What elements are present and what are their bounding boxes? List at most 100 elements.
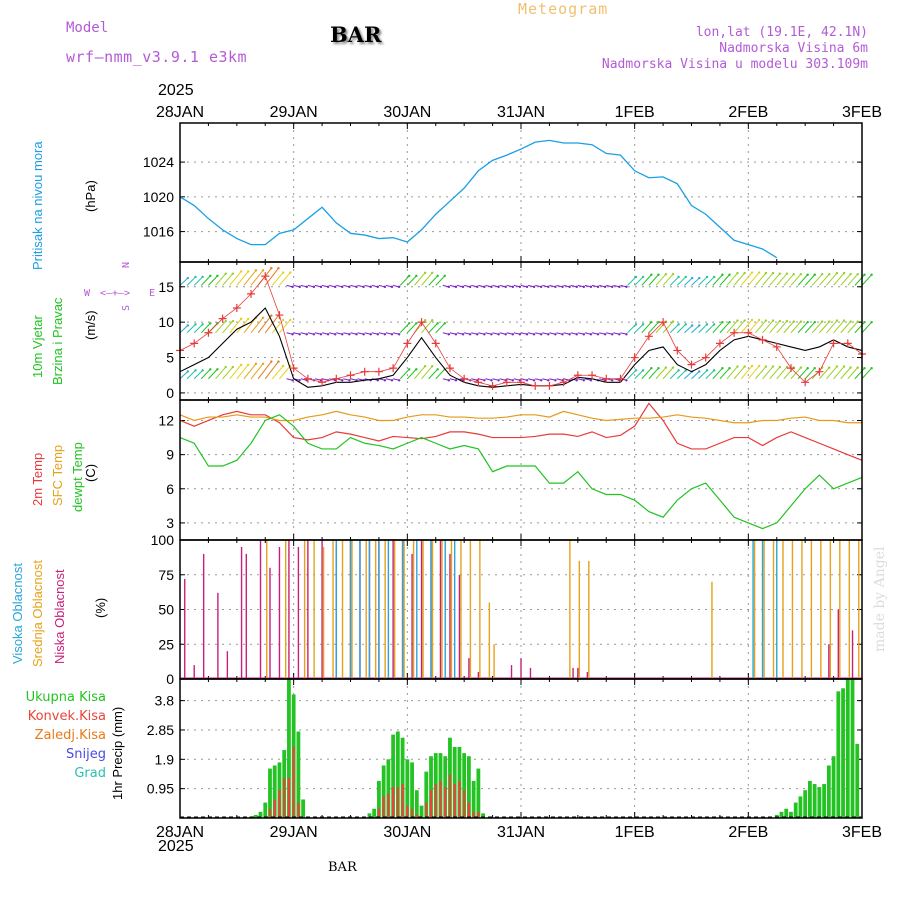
wind-barb [861,274,872,286]
wind-barb [243,363,257,380]
wind-barb-head [806,366,809,370]
wind-barb-head [856,273,859,276]
precip-legend-frz: Zaledj.Kisa [34,728,106,743]
wind-barb-head [326,285,330,289]
wind-barb [698,370,708,380]
wind-barb-head [532,333,536,336]
wind-barb-head [277,266,280,270]
date-label-bottom-6: 3FEB [842,824,882,841]
wind-barb-head [778,272,782,275]
wind-barb [641,274,652,286]
wind-barb-head [870,320,873,324]
gust-marker [772,342,781,351]
wind-barb [208,275,218,286]
wind-barb-head [820,320,824,323]
wind-barb-head [254,362,258,365]
precip-legend-conv: Konvek.Kisa [27,709,106,724]
precip-bar-1 [467,802,471,818]
gust-marker [474,378,483,387]
wind-barb-head [397,379,401,382]
wind-barb [733,272,746,286]
wind-barb-head [341,285,344,289]
wind-barb-head [511,333,514,336]
precip-bar-0 [855,743,860,818]
wind-barb-head [778,365,782,369]
wind-barb-head [270,266,273,270]
date-label-bottom-4: 1FEB [615,824,655,841]
precip-bar-0 [774,814,779,818]
wind-barb [200,322,211,334]
wind-barb [250,317,264,334]
wind-barb [421,365,433,380]
wind-barb-head [369,333,372,336]
wind-barb-head [490,379,493,382]
precip-bar-1 [292,746,295,818]
gust-line [179,275,863,387]
wind-barb [712,321,723,334]
wind-barb-head [547,333,550,336]
wind-barb-head [239,363,243,367]
wind-barb-head [736,271,739,275]
wind-barb-head [454,333,458,336]
wind-barb [406,368,417,380]
wind-barb-head [750,364,754,368]
wind-barb-head [684,369,687,372]
wind-barb [669,276,679,286]
wind-key-e: E [149,288,156,299]
wind-barb-head [799,273,803,276]
wind-barb [676,276,687,286]
gust-marker [360,367,369,376]
wind-barb-head [690,276,694,280]
wind-barb-head [376,285,380,289]
wind-barb-head [618,285,621,289]
wind-barb-head [657,366,660,370]
wind-barb-head [518,333,522,336]
wind-barb-head [423,364,427,368]
wind-barb-head [224,272,227,275]
wind-barb [826,272,838,286]
gust-marker [502,378,511,387]
precip-bar-0 [471,780,476,818]
wind-barb [840,321,851,334]
wind-barb-head [270,360,273,363]
gust-marker [204,328,213,337]
precip-bar-0 [429,756,433,818]
wind-barb [776,320,788,334]
wind-barb-head [712,323,716,326]
precip-bar-1 [415,814,418,818]
gust-marker [588,371,597,380]
precip-legend: Ukupna Kisa Konvek.Kisa Zaledj.Kisa Snij… [2,688,106,783]
wind-barb-head [863,320,866,324]
wind-barb [279,365,291,380]
wind-barb-head [390,333,394,336]
wind-barb [421,319,433,334]
wind-barb-head [511,285,514,289]
wind-barb-head [194,369,197,372]
coords-text: lon,lat (19.1E, 42.1N) [695,25,868,40]
ytick-label-precip-2: 2.85 [147,722,174,738]
wind-barb [740,272,753,286]
wind-barb-head [270,314,273,317]
wind-barb-head [239,270,243,273]
wind-barb [790,273,802,286]
wind-barb [634,370,644,380]
wind-barb-head [684,323,687,326]
ytick-label-precip-0: 0.95 [147,781,174,797]
wind-barb-head [705,369,709,372]
precip-bar-0 [405,759,410,818]
wind-barb [755,272,767,286]
wind-barb [847,367,859,380]
wind-barb [186,324,196,334]
date-label-top-1: 29JAN [270,104,318,121]
wind-barb [712,274,723,286]
wind-barb-head [532,379,536,382]
precip-bar-1 [273,799,276,818]
precip-legend-grad: Grad [74,766,106,781]
wind-barb [257,361,272,380]
wind-barb [747,365,760,380]
precip-bar-1 [401,784,404,818]
wind-barb [705,370,715,380]
wind-barb-head [209,368,212,371]
precip-bar-1 [472,811,475,818]
wind-barb [222,273,234,286]
